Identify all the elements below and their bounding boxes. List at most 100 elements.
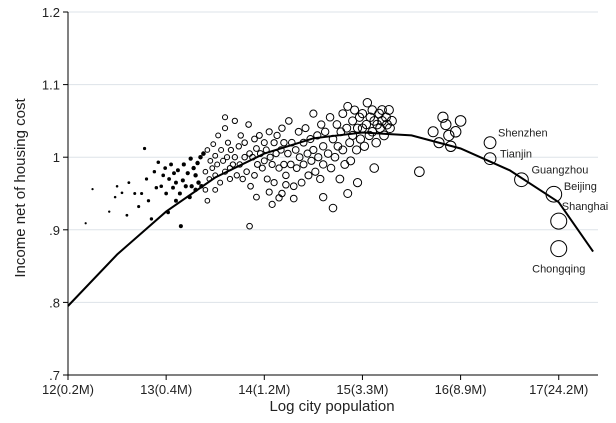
data-point	[198, 154, 203, 160]
data-point	[304, 171, 313, 180]
data-point	[289, 182, 298, 191]
data-point	[318, 160, 328, 169]
data-point	[352, 178, 363, 188]
x-tick-label: 13(0.4M)	[140, 382, 192, 397]
city-label: Chongqing	[532, 264, 585, 276]
x-tick-label: 16(8.9M)	[435, 382, 487, 397]
data-point	[229, 161, 237, 168]
data-point	[171, 185, 175, 190]
data-point	[149, 217, 154, 221]
data-point	[266, 153, 274, 161]
data-point	[381, 112, 391, 123]
data-point	[379, 130, 389, 141]
data-point	[231, 117, 239, 125]
data-point	[258, 164, 266, 172]
data-point	[443, 129, 455, 142]
data-point	[309, 109, 318, 118]
y-tick-label: 1.1	[42, 78, 60, 93]
y-tick-label: .7	[49, 368, 60, 383]
data-point	[309, 145, 318, 155]
city-marker	[550, 240, 568, 258]
data-point	[348, 130, 358, 140]
data-point	[311, 167, 320, 176]
data-point	[159, 184, 164, 189]
data-point	[318, 192, 328, 202]
data-point	[263, 175, 271, 183]
data-point	[217, 179, 224, 186]
data-point	[188, 156, 193, 161]
data-point	[285, 117, 293, 125]
data-points	[84, 98, 467, 230]
data-point	[317, 120, 326, 129]
data-point	[326, 163, 336, 173]
data-point	[195, 160, 200, 166]
data-point	[270, 139, 278, 147]
data-point	[172, 171, 176, 176]
data-point	[127, 181, 131, 185]
data-point	[227, 146, 235, 154]
data-point	[108, 210, 111, 213]
data-point	[350, 105, 360, 115]
data-point	[369, 163, 380, 173]
data-point	[178, 224, 183, 229]
data-point	[254, 161, 261, 168]
city-marker	[514, 172, 529, 188]
data-point	[167, 177, 171, 181]
data-point	[180, 178, 185, 183]
data-point	[185, 171, 190, 176]
data-point	[313, 131, 322, 140]
data-point	[278, 189, 286, 198]
data-point	[202, 187, 209, 193]
data-point	[355, 134, 366, 144]
data-point	[328, 203, 338, 213]
data-point	[282, 181, 290, 189]
data-point	[241, 139, 248, 146]
data-point	[372, 119, 382, 130]
data-point	[297, 178, 306, 187]
data-point	[231, 154, 239, 161]
x-tick-label: 15(3.3M)	[336, 382, 388, 397]
data-point	[181, 162, 186, 167]
data-point	[268, 160, 276, 169]
data-point	[237, 132, 244, 139]
data-point	[294, 127, 303, 136]
data-point	[338, 109, 348, 119]
data-point	[177, 191, 182, 196]
data-point	[454, 115, 467, 127]
data-point	[221, 125, 229, 132]
city-label: Shanghai	[562, 201, 609, 213]
data-point	[289, 194, 298, 203]
data-point	[133, 192, 137, 195]
data-point	[113, 195, 117, 199]
data-point	[440, 118, 452, 131]
y-tick-label: 1.2	[42, 5, 60, 20]
city-label: Tianjin	[500, 149, 532, 161]
data-point	[357, 108, 368, 119]
data-point	[91, 188, 94, 191]
data-point	[84, 222, 87, 225]
city-marker	[483, 136, 497, 150]
data-point	[268, 200, 276, 208]
data-point	[201, 151, 206, 156]
data-point	[212, 186, 219, 193]
data-point	[247, 182, 254, 190]
axes	[63, 11, 598, 380]
data-point	[323, 149, 333, 158]
data-point	[335, 174, 345, 184]
data-point	[362, 98, 373, 108]
data-point	[245, 121, 252, 128]
data-point	[193, 173, 198, 178]
city-label: Beijing	[564, 181, 597, 193]
data-point	[241, 153, 248, 161]
data-point	[351, 145, 362, 155]
data-point	[214, 161, 221, 168]
data-point	[286, 160, 295, 169]
data-point	[146, 199, 151, 203]
data-point	[183, 184, 188, 189]
data-point	[204, 147, 211, 153]
data-point	[226, 175, 234, 183]
data-point	[332, 120, 342, 129]
data-point	[449, 126, 462, 138]
